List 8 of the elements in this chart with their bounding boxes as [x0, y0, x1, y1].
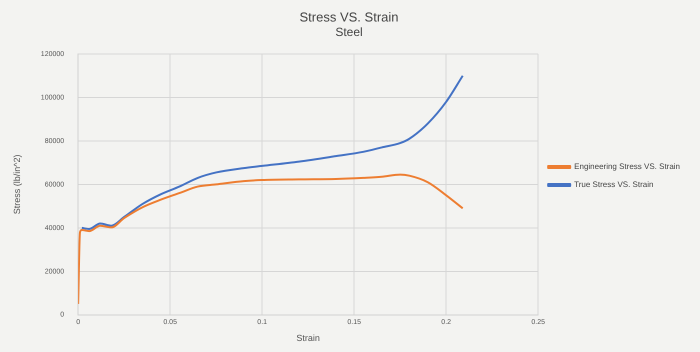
legend-label: Engineering Stress VS. Strain [574, 162, 680, 172]
line-series [78, 174, 464, 305]
y-axis-title: Stress (lb/in^2) [12, 154, 22, 214]
chart-title: Stress VS. Strain [300, 9, 398, 24]
x-axis-title: Strain [296, 333, 320, 344]
legend-label: True Stress VS. Strain [574, 180, 654, 190]
line-series [80, 74, 464, 230]
chart-subtitle: Steel [335, 25, 363, 40]
